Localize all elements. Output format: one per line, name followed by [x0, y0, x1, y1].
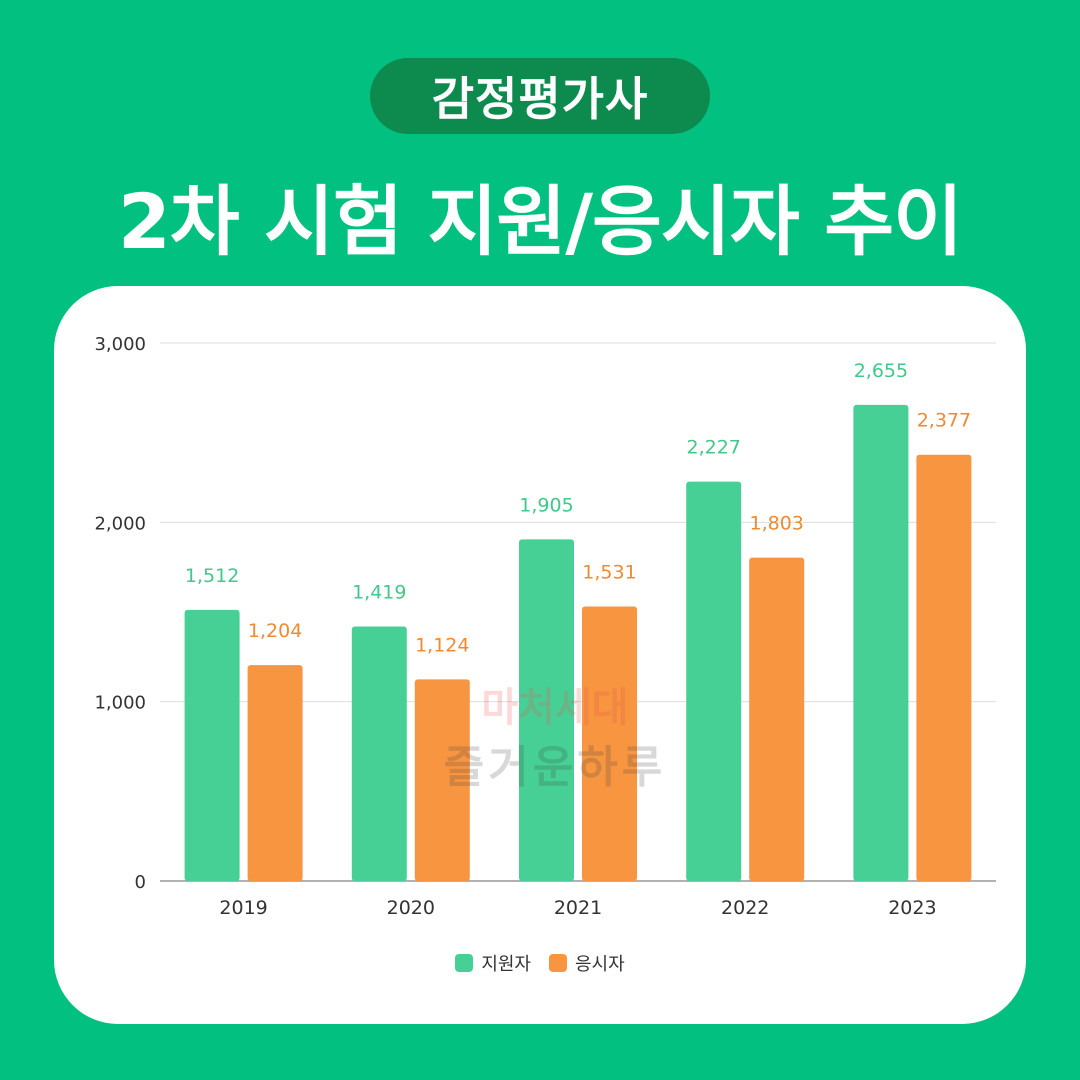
data-label-applicants: 2,655 — [854, 360, 908, 382]
x-tick-label: 2020 — [387, 897, 435, 919]
data-label-examinees: 1,124 — [415, 634, 469, 656]
data-label-examinees: 1,531 — [582, 561, 636, 583]
bar-examinees — [414, 679, 470, 881]
legend-swatch-applicants — [455, 954, 474, 972]
y-tick-label: 3,000 — [94, 334, 146, 355]
y-tick-label: 0 — [135, 872, 146, 893]
bar-examinees — [916, 454, 972, 881]
bar-applicants — [351, 626, 407, 881]
x-tick-label: 2022 — [721, 897, 769, 919]
data-label-applicants: 1,512 — [185, 565, 239, 587]
bar-examinees — [582, 606, 637, 881]
category-pill-label: 감정평가사 — [431, 72, 649, 126]
data-label-applicants: 1,905 — [519, 494, 573, 516]
x-tick-label: 2019 — [219, 897, 267, 919]
legend-swatch-examinees — [549, 954, 567, 972]
legend-label-examinees: 응시자 — [575, 954, 625, 975]
bar-examinees — [749, 557, 805, 881]
bar-examinees — [247, 665, 303, 881]
y-tick-label: 1,000 — [94, 693, 146, 714]
bar-applicants — [519, 539, 574, 881]
data-label-examinees: 2,377 — [917, 410, 971, 432]
bar-applicants — [853, 404, 909, 881]
legend-label-applicants: 지원자 — [481, 954, 531, 975]
x-tick-label: 2023 — [888, 897, 936, 919]
legend-item-applicants: 지원자 — [455, 950, 531, 976]
page-title: 2차 시험 지원/응시자 추이 — [117, 177, 963, 266]
legend-item-examinees: 응시자 — [549, 950, 625, 976]
bar-applicants — [686, 481, 742, 881]
data-label-examinees: 1,803 — [749, 513, 803, 535]
chart-legend: 지원자 응시자 — [0, 948, 1080, 978]
category-pill: 감정평가사 — [370, 58, 710, 134]
y-tick-label: 2,000 — [94, 513, 146, 534]
data-label-applicants: 1,419 — [352, 582, 406, 604]
data-label-examinees: 1,204 — [248, 620, 302, 642]
x-tick-label: 2021 — [554, 897, 602, 919]
bar-applicants — [184, 609, 240, 881]
data-label-applicants: 2,227 — [686, 437, 740, 459]
